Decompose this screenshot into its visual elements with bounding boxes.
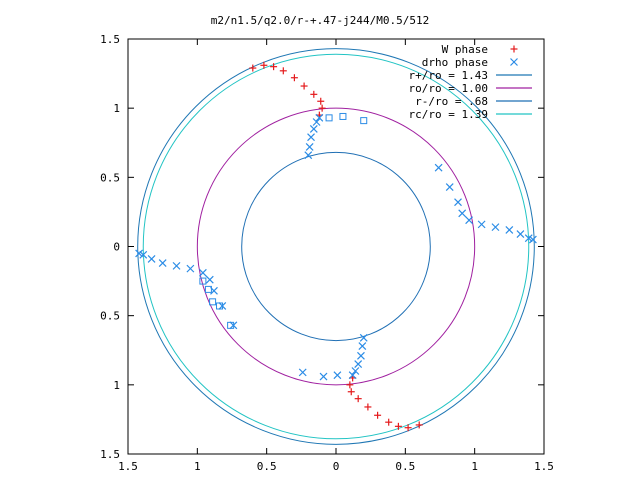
data-point [357,351,365,360]
data-point [351,367,360,375]
data-point [348,371,357,380]
data-point [318,104,326,112]
x-tick-label: 1 [194,460,201,473]
x-tick-label: 1.5 [534,460,554,473]
legend-swatch [510,58,518,66]
y-tick-label: 1 [113,102,120,115]
data-point [304,151,313,160]
data-point [227,321,235,329]
data-point [216,302,224,310]
data-point [186,264,195,273]
data-point [319,372,328,381]
data-point [298,368,307,377]
data-point [359,333,368,342]
data-point [358,342,367,351]
data-point [305,142,314,151]
legend-swatch [510,45,518,53]
x-tick-label: 1 [471,460,478,473]
legend-label: ro/ro = 1.00 [409,82,488,95]
data-point [491,223,500,232]
data-point [209,298,217,306]
data-point [528,235,537,244]
data-point [158,259,167,268]
reference-circle [241,151,431,342]
data-point [415,421,423,429]
data-point [394,422,402,430]
data-point [374,411,382,419]
data-point [300,82,308,90]
legend-label: drho phase [422,56,488,69]
data-point [205,275,214,284]
data-point [325,114,333,122]
data-point [333,371,342,380]
data-point [524,234,533,243]
data-point [135,249,144,258]
data-point [315,113,324,122]
data-point [477,220,486,229]
reference-circle [137,48,535,445]
data-point [347,388,355,396]
y-tick-label: 0.5 [100,171,120,184]
data-point [309,124,318,133]
data-point [360,117,368,125]
data-point [199,277,207,285]
chart-title: m2/n1.5/q2.0/r-+.47-j244/M0.5/512 [211,14,430,27]
legend-label: r-/ro = .68 [415,95,488,108]
data-point [465,216,474,225]
data-point [260,61,268,69]
data-point [445,183,454,191]
y-tick-label: 0.5 [100,310,120,323]
x-tick-label: 0 [333,460,340,473]
data-point [312,118,321,126]
reference-circle [142,53,530,440]
data-point [354,395,362,403]
data-point [147,255,156,263]
data-point [172,261,181,270]
data-point [404,424,412,432]
data-point [354,360,363,369]
x-tick-label: 1.5 [118,460,138,473]
data-point [139,250,148,259]
y-tick-label: 1.5 [100,33,120,46]
y-tick-label: 1.5 [100,448,120,461]
data-point [346,381,354,389]
data-point [454,198,462,207]
x-tick-label: 0.5 [395,460,415,473]
legend-label: W phase [442,43,488,56]
data-point [249,64,257,72]
data-point [270,63,278,71]
data-point [307,133,315,142]
data-point [317,97,325,105]
data-point [290,74,298,82]
data-point [434,163,443,172]
data-point [310,90,318,98]
data-point [458,209,467,218]
data-point [505,225,514,234]
reference-circle [196,107,476,386]
reference-circles [137,48,535,445]
legend-label: r+/ro = 1.43 [409,69,488,82]
data-point [279,67,287,75]
data-point [385,418,393,426]
legend-label: rc/ro = 1.39 [409,108,488,121]
data-point [198,268,207,277]
y-tick-label: 0 [113,241,120,254]
x-tick-label: 0.5 [257,460,277,473]
data-point [204,285,212,293]
data-point [364,403,372,411]
data-points [135,61,537,432]
y-tick-label: 1 [113,379,120,392]
data-point [516,230,525,238]
data-point [339,112,347,120]
axis-ticks: 1.5 1 0.5 0 0.5 1 1.51.510.500.511.5 [100,33,554,473]
